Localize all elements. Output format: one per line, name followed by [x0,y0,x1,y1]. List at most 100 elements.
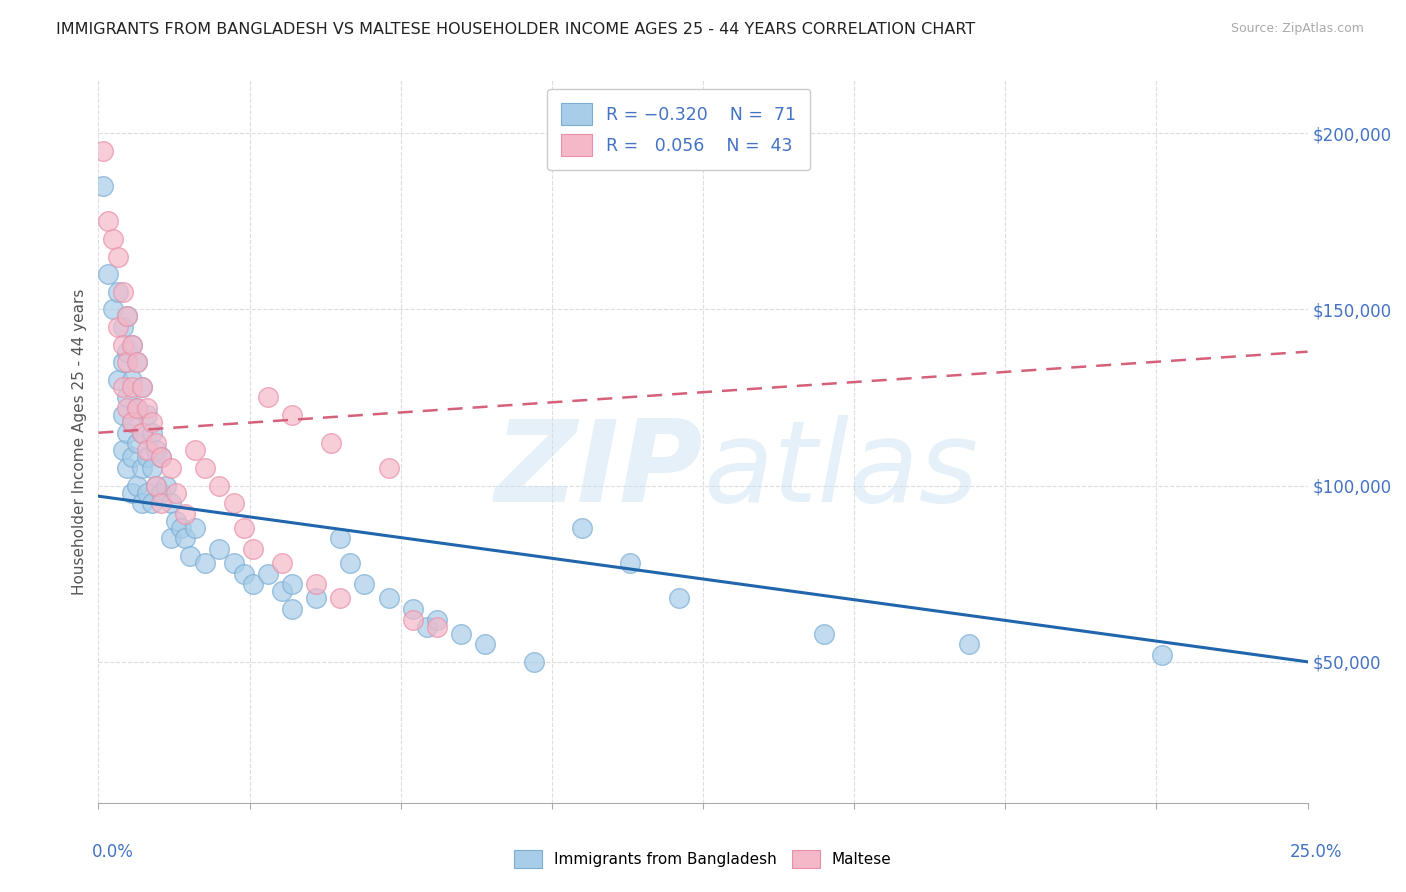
Point [127,436,149,450]
Point [416,619,439,633]
Point [402,602,425,616]
Point [141,496,163,510]
Point [169,521,191,535]
Point [111,285,134,299]
Point [271,584,294,599]
Point [145,478,167,492]
Point [117,310,139,324]
Point [160,532,183,546]
Point [377,591,399,606]
Point [242,577,264,591]
Point [111,320,134,334]
Point [117,461,139,475]
Point [127,401,149,415]
Point [121,415,143,429]
Point [121,337,143,351]
Point [121,380,143,394]
Point [242,542,264,557]
Point [141,425,163,440]
Point [281,577,304,591]
Point [160,461,183,475]
Point [117,391,139,405]
Point [619,556,641,570]
Point [121,337,143,351]
Point [107,373,129,387]
Point [107,320,129,334]
Point [135,408,157,422]
Point [523,655,546,669]
Text: Source: ZipAtlas.com: Source: ZipAtlas.com [1230,22,1364,36]
Point [117,401,139,415]
Point [1152,648,1174,662]
Point [160,496,183,510]
Point [121,485,143,500]
Text: 25.0%: 25.0% [1291,843,1343,861]
Point [107,285,129,299]
Point [165,485,187,500]
Point [668,591,690,606]
Point [145,443,167,458]
Point [111,443,134,458]
Point [135,485,157,500]
Point [319,436,342,450]
Point [127,355,149,369]
Point [135,443,157,458]
Point [131,380,153,394]
Point [256,391,278,405]
Point [121,450,143,465]
Point [145,436,167,450]
Point [426,613,449,627]
Point [208,478,231,492]
Point [117,425,139,440]
Point [121,415,143,429]
Point [101,302,124,317]
Point [208,542,231,557]
Text: atlas: atlas [703,415,979,526]
Point [339,556,361,570]
Point [402,613,425,627]
Point [179,549,201,563]
Point [111,408,134,422]
Point [117,355,139,369]
Point [131,425,153,440]
Point [131,496,153,510]
Legend: Immigrants from Bangladesh, Maltese: Immigrants from Bangladesh, Maltese [506,843,900,875]
Point [281,408,304,422]
Point [813,626,835,640]
Point [121,373,143,387]
Point [127,401,149,415]
Point [131,461,153,475]
Point [222,496,245,510]
Point [450,626,472,640]
Point [127,478,149,492]
Text: 0.0%: 0.0% [91,843,134,861]
Point [91,144,114,158]
Point [474,637,496,651]
Point [271,556,294,570]
Point [305,591,328,606]
Point [232,566,254,581]
Text: ZIP: ZIP [495,415,703,526]
Point [135,401,157,415]
Point [222,556,245,570]
Text: IMMIGRANTS FROM BANGLADESH VS MALTESE HOUSEHOLDER INCOME AGES 25 - 44 YEARS CORR: IMMIGRANTS FROM BANGLADESH VS MALTESE HO… [56,22,976,37]
Point [150,485,173,500]
Point [194,556,217,570]
Point [194,461,217,475]
Point [111,380,134,394]
Point [131,380,153,394]
Point [150,450,173,465]
Point [131,425,153,440]
Point [101,232,124,246]
Point [174,532,197,546]
Point [107,250,129,264]
Point [155,478,177,492]
Point [571,521,593,535]
Point [135,450,157,465]
Point [281,602,304,616]
Point [184,521,207,535]
Point [97,267,120,281]
Point [426,619,449,633]
Point [957,637,980,651]
Point [117,310,139,324]
